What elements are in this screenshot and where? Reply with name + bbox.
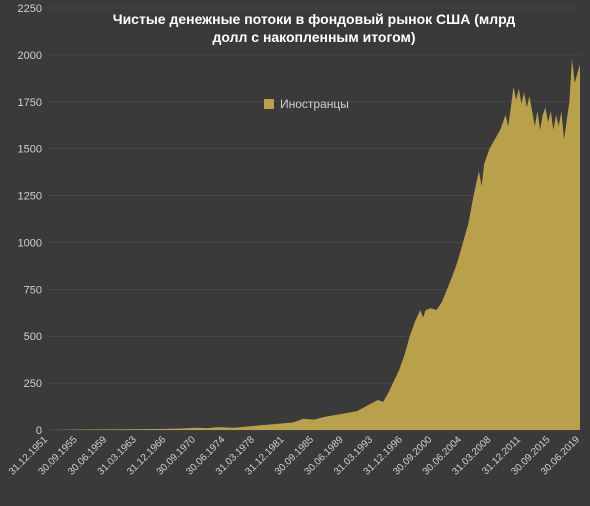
y-tick-label: 500 [24, 331, 42, 343]
chart-title-line2: долл с накопленным итогом) [213, 29, 416, 45]
y-tick-label: 2000 [18, 50, 42, 62]
chart-title-line1: Чистые денежные потоки в фондовый рынок … [113, 11, 516, 27]
chart-svg: 0250500750100012501500175020002250 31.12… [0, 0, 590, 506]
y-tick-label: 250 [24, 378, 42, 390]
x-axis: 31.12.195130.09.195530.06.195931.03.1963… [7, 434, 582, 477]
y-tick-label: 750 [24, 284, 42, 296]
y-axis: 0250500750100012501500175020002250 [18, 3, 42, 437]
legend-label: Иностранцы [280, 97, 349, 111]
y-tick-label: 1750 [18, 97, 42, 109]
chart-container: { "chart": { "type": "area", "title_line… [0, 0, 590, 506]
legend-swatch [264, 99, 274, 109]
y-tick-label: 2250 [18, 3, 42, 15]
y-tick-label: 1000 [18, 237, 42, 249]
y-tick-label: 1500 [18, 144, 42, 156]
legend: Иностранцы [264, 97, 349, 111]
y-tick-label: 1250 [18, 191, 42, 203]
area-series [48, 59, 580, 430]
